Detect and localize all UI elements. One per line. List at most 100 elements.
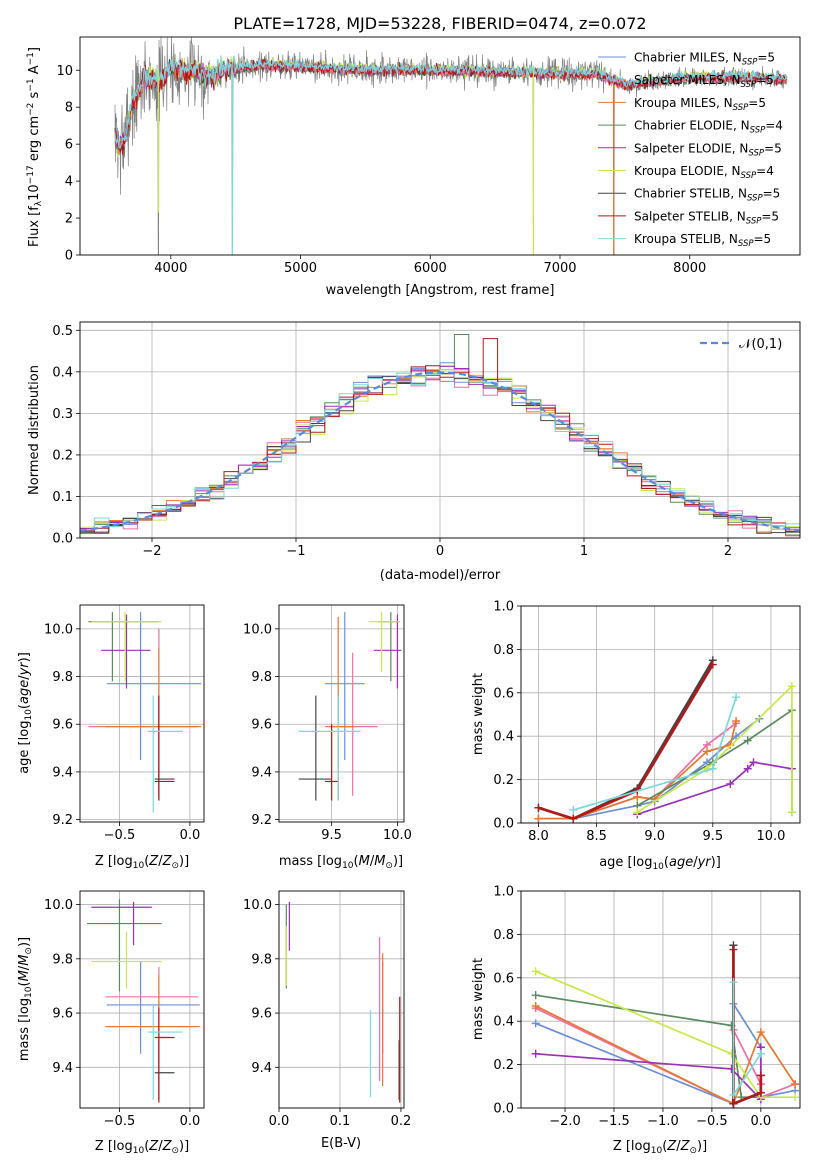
- y-tick-label: 1.0: [493, 600, 514, 615]
- legend-label: Chabrier ELODIE, NSSP=4: [634, 119, 783, 136]
- x-tick-label: 1: [580, 544, 588, 559]
- weight-point-salpeter-stelib: [708, 660, 717, 669]
- legend-label: Salpeter STELIB, NSSP=5: [634, 209, 779, 226]
- spectrum-ylabel: Flux [fλ10−17 erg cm−2 s−1 A−1]: [26, 47, 44, 247]
- x-tick-label: −1.0: [647, 1114, 679, 1129]
- y-tick-label: 0.2: [52, 448, 73, 463]
- x-tick-label: −2.0: [549, 1114, 581, 1129]
- x-tick-label: 5000: [284, 261, 317, 276]
- residuals-panel: −2 −1 0 1 2 0.0 0.1 0.2 0.3 0.4 0.5 (data-model)/e…: [27, 321, 801, 583]
- age-z-xlabel: Z [log10(Z/Z⊙)]: [95, 854, 189, 871]
- residuals-ylabel: Normed distribution: [27, 365, 42, 495]
- weight-point-kroupa-miles: [756, 1028, 765, 1037]
- age-z-panel: −0.5 0.09.29.49.69.810.0 Z [log10(Z/Z⊙)] …: [17, 604, 205, 871]
- spectrum-panel: 4000 5000 6000 7000 8000 0 2 4 6 8 10 wavelength […: [26, 36, 801, 298]
- weight-point-salpeter-stelib: [534, 803, 543, 812]
- y-tick-label: 0.8: [493, 643, 514, 658]
- y-tick-label: 9.8: [251, 952, 272, 967]
- mass-weight-z-panel: −2.0 −1.5 −1.0 −0.5 0.0 0.0 0.2 0.4 0.6 0.8 1.0 Z …: [471, 885, 801, 1156]
- weights-line-salpeter-stelib: [538, 663, 714, 821]
- y-tick-label: 0.0: [493, 817, 514, 832]
- x-tick-label: 8.0: [528, 829, 549, 844]
- x-tick-label: 0.0: [180, 828, 201, 843]
- mass-z-panel: −0.5 0.0 9.4 9.6 9.8 10.0 Z [log10(Z/Z⊙)] mas…: [17, 890, 205, 1156]
- weight-point-chabrier-miles: [531, 1019, 540, 1028]
- x-tick-label: 8.5: [586, 829, 607, 844]
- y-tick-label: 10: [56, 64, 73, 79]
- y-tick-label: 10.0: [44, 622, 73, 637]
- weight-point-kroupa-stelib: [732, 693, 741, 702]
- weight-point-salpeter-stelib: [756, 1071, 765, 1080]
- weight-point-salpeter-stelib: [729, 1099, 738, 1108]
- weight-point-kroupa-miles: [791, 1080, 800, 1089]
- age-z-ylabel: age [log10(age/yr)]: [17, 652, 34, 774]
- y-tick-label: 0.5: [52, 324, 73, 339]
- x-tick-label: −0.5: [104, 828, 136, 843]
- y-tick-label: 10.0: [243, 898, 272, 913]
- x-tick-label: 9.5: [702, 829, 723, 844]
- y-tick-label: 1.0: [493, 885, 514, 900]
- x-tick-label: 0.0: [269, 1114, 290, 1129]
- mass-ebv-panel: 0.0 0.1 0.2 9.4 9.6 9.8 10.0 E(B-V): [243, 890, 412, 1151]
- y-tick-label: 9.6: [52, 1007, 73, 1022]
- mass-weight-age-ylabel: mass weight: [471, 673, 486, 755]
- y-tick-label: 0.2: [493, 1058, 514, 1073]
- residuals-legend-label: 𝒩(0,1): [739, 337, 782, 352]
- x-tick-label: 2: [724, 544, 732, 559]
- weight-point-kroupa-stelib: [729, 978, 738, 987]
- x-tick-label: 0.0: [750, 1114, 771, 1129]
- y-tick-label: 0.2: [493, 773, 514, 788]
- weight-point-kroupa-stelib: [729, 1090, 738, 1099]
- y-tick-label: 9.8: [251, 670, 272, 685]
- x-tick-label: −2: [142, 544, 161, 559]
- weight-point-kroupa-stelib: [569, 805, 578, 814]
- x-tick-label: 9.5: [321, 828, 342, 843]
- weight-point-kroupa-elodie: [633, 808, 642, 817]
- y-tick-label: 0.4: [52, 365, 73, 380]
- model-spectrum-kroupa-stelib: [114, 55, 788, 149]
- y-tick-label: 0.3: [52, 407, 73, 422]
- weight-point-salpeter-stelib: [569, 814, 578, 823]
- weights-line-kroupa-miles: [535, 1005, 796, 1105]
- y-tick-label: 9.4: [251, 1061, 272, 1076]
- weight-point-kroupa-elodie: [787, 808, 796, 817]
- y-tick-label: 0: [65, 249, 73, 264]
- y-tick-label: 6: [65, 138, 73, 153]
- y-tick-label: 9.2: [52, 813, 73, 828]
- mass-z-ylabel: mass [log10(M/M⊙)]: [17, 937, 34, 1061]
- y-tick-label: 9.2: [251, 813, 272, 828]
- y-tick-label: 10.0: [44, 898, 73, 913]
- legend-label: Chabrier MILES, NSSP=5: [634, 51, 775, 68]
- weight-point-salpeter-elodie: [531, 1049, 540, 1058]
- y-tick-label: 9.6: [52, 718, 73, 733]
- figure-title: PLATE=1728, MJD=53228, FIBERID=0474, z=0…: [233, 14, 646, 33]
- y-tick-label: 0.0: [52, 532, 73, 547]
- y-tick-label: 10.0: [243, 622, 272, 637]
- x-tick-label: −1.5: [598, 1114, 630, 1129]
- y-tick-label: 0.6: [493, 971, 514, 986]
- weight-point-chabrier-miles: [732, 732, 741, 741]
- y-tick-label: 4: [65, 175, 73, 190]
- x-tick-label: 0: [436, 544, 444, 559]
- x-tick-label: −1: [286, 544, 305, 559]
- y-tick-label: 0.8: [493, 928, 514, 943]
- x-tick-label: 0.2: [391, 1114, 412, 1129]
- y-tick-label: 9.4: [52, 765, 73, 780]
- spectrum-legend: Chabrier MILES, NSSP=5 Salpeter MILES, NS…: [598, 51, 783, 249]
- spectrum-xlabel: wavelength [Angstrom, rest frame]: [326, 283, 555, 298]
- legend-label: Salpeter ELODIE, NSSP=5: [634, 141, 782, 158]
- weight-point-salpeter-elodie: [726, 779, 735, 788]
- y-tick-label: 2: [65, 212, 73, 227]
- age-mass-panel: 9.5 10.0 9.2 9.4 9.6 9.8 10.0 mass [log10(M/M⊙…: [243, 604, 412, 871]
- y-tick-label: 9.8: [52, 952, 73, 967]
- weight-point-kroupa-miles: [534, 814, 543, 823]
- mass-weight-age-panel: 8.0 8.5 9.0 9.5 10.0 0.0 0.2 0.4 0.6 0.8 1.0 age […: [471, 600, 801, 872]
- x-tick-label: 6000: [414, 261, 447, 276]
- model-spectra: [114, 55, 788, 255]
- y-tick-label: 8: [65, 101, 73, 116]
- y-tick-label: 9.4: [251, 765, 272, 780]
- weight-point-kroupa-miles: [531, 1002, 540, 1011]
- x-tick-label: 0.0: [180, 1114, 201, 1129]
- residuals-xlabel: (data-model)/error: [380, 568, 501, 583]
